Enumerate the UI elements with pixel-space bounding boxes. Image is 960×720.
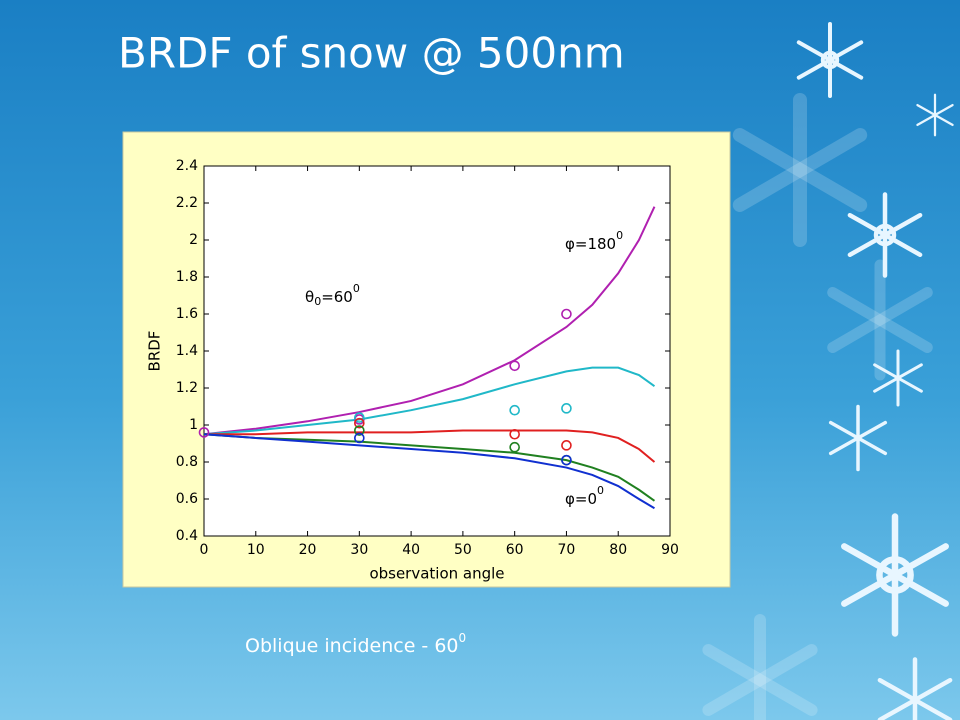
caption-text: Oblique incidence - 60 (245, 635, 459, 657)
annotation-sup: 0 (616, 229, 623, 242)
x-tick-label: 40 (402, 542, 420, 558)
x-tick-label: 90 (661, 542, 679, 558)
y-tick-label: 2 (189, 232, 198, 248)
annotation-sup: 0 (353, 282, 360, 295)
y-tick-label: 1.6 (176, 306, 198, 322)
measured-point (354, 432, 365, 444)
y-tick-label: 2.2 (176, 195, 198, 211)
annotation-text: θ (305, 288, 314, 306)
y-tick-label: 1.2 (176, 380, 198, 396)
measured-point (509, 360, 520, 372)
y-tick-label: 1.4 (176, 343, 198, 359)
y-tick-label: 1.8 (176, 269, 198, 285)
measured-point (354, 417, 365, 429)
measured-point (561, 454, 572, 466)
caption: Oblique incidence - 600 (245, 631, 466, 657)
annotation: φ=00 (565, 484, 604, 508)
annotation-sub: 0 (314, 295, 321, 308)
y-tick-label: 0.6 (176, 491, 198, 507)
x-tick-label: 60 (506, 542, 524, 558)
caption-sup: 0 (459, 631, 467, 645)
measured-point (509, 441, 520, 453)
x-tick-label: 20 (299, 542, 317, 558)
annotation-sup: 0 (597, 484, 604, 497)
measured-point (561, 403, 572, 414)
y-tick-label: 0.8 (176, 454, 198, 470)
measured-point (354, 425, 365, 436)
x-tick-label: 10 (247, 542, 265, 558)
y-axis-label: BRDF (146, 331, 164, 372)
x-axis-label: observation angle (369, 565, 504, 583)
measured-point (561, 308, 572, 320)
annotation: θ0=600 (305, 282, 360, 308)
model-line (204, 429, 656, 463)
annotation-text: =60 (321, 288, 353, 306)
x-tick-label: 0 (200, 542, 209, 558)
plot-area (203, 165, 671, 537)
measured-point (561, 440, 572, 451)
slide-title: BRDF of snow @ 500nm (118, 29, 625, 78)
model-line (203, 206, 656, 436)
decoration (702, 21, 954, 720)
annotation: φ=1800 (565, 229, 623, 253)
model-line (203, 366, 656, 436)
annotation-text: φ=180 (565, 235, 616, 253)
y-tick-label: 2.4 (176, 158, 198, 174)
model-line (203, 433, 656, 502)
x-tick-label: 70 (558, 542, 576, 558)
y-tick-label: 0.4 (176, 528, 198, 544)
model-line (203, 433, 655, 510)
x-tick-label: 80 (609, 542, 627, 558)
measured-point (509, 428, 520, 440)
annotation-text: φ=0 (565, 490, 597, 508)
x-tick-label: 50 (454, 542, 472, 558)
x-tick-label: 30 (350, 542, 368, 558)
measured-point (509, 404, 520, 416)
measured-point (198, 427, 210, 438)
y-tick-label: 1 (189, 417, 198, 433)
measured-point (354, 412, 365, 423)
